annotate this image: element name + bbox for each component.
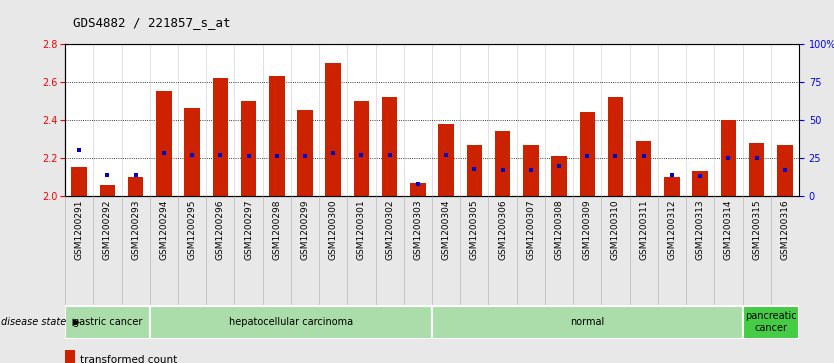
Bar xyxy=(99,184,115,196)
Text: GSM1200313: GSM1200313 xyxy=(696,199,705,260)
Point xyxy=(383,152,396,158)
Point xyxy=(157,150,170,156)
Bar xyxy=(551,156,567,196)
Bar xyxy=(241,101,256,196)
Bar xyxy=(65,306,150,339)
Text: GSM1200293: GSM1200293 xyxy=(131,199,140,260)
Bar xyxy=(354,101,369,196)
Bar xyxy=(156,91,172,196)
Point xyxy=(750,155,763,161)
Point xyxy=(101,172,114,178)
Bar xyxy=(128,177,143,196)
Bar xyxy=(184,108,200,196)
Text: GSM1200296: GSM1200296 xyxy=(216,199,225,260)
Point xyxy=(411,181,425,187)
Point xyxy=(637,154,651,159)
Text: GSM1200303: GSM1200303 xyxy=(414,199,422,260)
Bar xyxy=(466,144,482,196)
Bar xyxy=(382,97,398,196)
Text: pancreatic
cancer: pancreatic cancer xyxy=(745,311,796,333)
Bar xyxy=(297,110,313,196)
Point xyxy=(721,155,735,161)
Text: GSM1200309: GSM1200309 xyxy=(583,199,592,260)
Bar xyxy=(608,97,623,196)
Text: GSM1200299: GSM1200299 xyxy=(300,199,309,260)
Bar xyxy=(664,177,680,196)
Point xyxy=(666,172,679,178)
Point xyxy=(778,167,791,173)
Text: disease state  ▶: disease state ▶ xyxy=(1,317,80,327)
Point xyxy=(496,167,510,173)
Bar xyxy=(580,112,595,196)
Bar xyxy=(777,144,792,196)
Text: GSM1200300: GSM1200300 xyxy=(329,199,338,260)
Text: GSM1200297: GSM1200297 xyxy=(244,199,253,260)
Text: GSM1200295: GSM1200295 xyxy=(188,199,197,260)
Bar xyxy=(692,171,708,196)
Point xyxy=(73,147,86,153)
Point xyxy=(440,152,453,158)
Bar xyxy=(636,141,651,196)
Text: GSM1200298: GSM1200298 xyxy=(272,199,281,260)
Point xyxy=(270,154,284,159)
Text: GSM1200307: GSM1200307 xyxy=(526,199,535,260)
Point xyxy=(694,173,707,179)
Text: GSM1200291: GSM1200291 xyxy=(75,199,83,260)
Text: GSM1200316: GSM1200316 xyxy=(781,199,789,260)
Bar xyxy=(742,306,799,339)
Point xyxy=(580,154,594,159)
Text: transformed count: transformed count xyxy=(80,355,177,363)
Point xyxy=(214,152,227,158)
Point xyxy=(327,150,340,156)
Text: GDS4882 / 221857_s_at: GDS4882 / 221857_s_at xyxy=(73,16,231,29)
Text: gastric cancer: gastric cancer xyxy=(73,317,142,327)
Point xyxy=(242,154,255,159)
Bar xyxy=(269,76,284,196)
Text: GSM1200292: GSM1200292 xyxy=(103,199,112,260)
Bar xyxy=(72,167,87,196)
Text: GSM1200310: GSM1200310 xyxy=(611,199,620,260)
Text: hepatocellular carcinoma: hepatocellular carcinoma xyxy=(229,317,353,327)
Bar xyxy=(410,183,425,196)
Text: GSM1200308: GSM1200308 xyxy=(555,199,564,260)
Point xyxy=(185,152,198,158)
Point xyxy=(609,154,622,159)
Bar xyxy=(150,306,432,339)
Bar xyxy=(721,120,736,196)
Bar xyxy=(65,350,75,363)
Text: GSM1200311: GSM1200311 xyxy=(639,199,648,260)
Text: GSM1200315: GSM1200315 xyxy=(752,199,761,260)
Point xyxy=(129,172,143,178)
Bar xyxy=(749,143,765,196)
Text: GSM1200306: GSM1200306 xyxy=(498,199,507,260)
Bar xyxy=(495,131,510,196)
Point xyxy=(552,163,565,168)
Text: GSM1200304: GSM1200304 xyxy=(442,199,450,260)
Point xyxy=(354,152,368,158)
Point xyxy=(524,167,537,173)
Text: normal: normal xyxy=(570,317,605,327)
Point xyxy=(299,154,312,159)
Bar xyxy=(325,62,341,196)
Text: GSM1200294: GSM1200294 xyxy=(159,199,168,260)
Bar xyxy=(523,144,539,196)
Text: GSM1200314: GSM1200314 xyxy=(724,199,733,260)
Text: GSM1200305: GSM1200305 xyxy=(470,199,479,260)
Text: GSM1200302: GSM1200302 xyxy=(385,199,394,260)
Text: GSM1200312: GSM1200312 xyxy=(667,199,676,260)
Bar xyxy=(439,123,454,196)
Bar xyxy=(213,78,228,196)
Bar xyxy=(432,306,742,339)
Text: GSM1200301: GSM1200301 xyxy=(357,199,366,260)
Point xyxy=(468,166,481,171)
